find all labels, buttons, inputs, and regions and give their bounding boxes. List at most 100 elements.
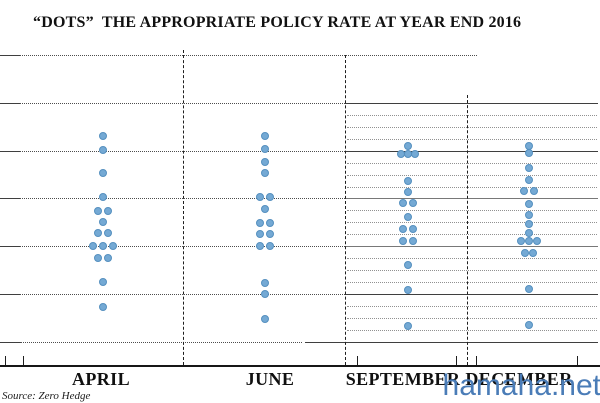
data-dot [525,176,533,184]
data-dot [261,158,269,166]
quarter-gridline [347,258,597,259]
column-label-june: JUNE [245,369,295,389]
data-dot [99,193,107,201]
watermark: hamaha.net [442,369,600,402]
data-dot [525,237,533,245]
quarter-gridline [347,270,597,271]
data-dot [525,211,533,219]
data-dot [256,230,264,238]
data-dot [525,164,533,172]
column-separator [345,55,346,365]
quarter-gridline [347,163,597,164]
major-gridline [20,55,477,56]
x-axis-tick [577,356,578,365]
y-axis-tick-segment [0,342,20,343]
data-dot [404,142,412,150]
quarter-gridline [347,139,597,140]
data-dot [533,237,541,245]
column-separator [183,50,184,365]
data-dot [525,285,533,293]
data-dot [530,187,538,195]
data-dot [404,177,412,185]
data-dot [261,315,269,323]
major-gridline [20,342,302,343]
data-dot [409,237,417,245]
major-gridline-solid [345,198,598,199]
data-dot [404,213,412,221]
data-dot [404,261,412,269]
quarter-gridline [347,127,597,128]
data-dot [89,242,97,250]
x-axis-tick [357,356,358,365]
x-axis-tick [23,356,24,365]
data-dot [266,230,274,238]
data-dot [94,207,102,215]
major-gridline-solid [345,103,598,104]
quarter-gridline [347,210,597,211]
column-separator [467,95,468,365]
data-dot [266,219,274,227]
quarter-gridline [347,115,597,116]
data-dot [266,193,274,201]
column-label-december: DECEMBER [465,369,573,389]
data-dot [525,149,533,157]
data-dot [261,205,269,213]
data-dot [404,322,412,330]
major-gridline-solid [345,294,598,295]
data-dot [256,193,264,201]
major-gridline [20,246,345,247]
data-dot [261,132,269,140]
data-dot [404,188,412,196]
major-gridline [20,103,345,104]
data-dot [99,242,107,250]
data-dot [261,279,269,287]
x-axis-tick [456,356,457,365]
major-gridline-solid [345,151,598,152]
quarter-gridline [347,187,597,188]
x-axis-tick [5,356,6,365]
chart-title: “DOTS” THE APPROPRIATE POLICY RATE AT YE… [33,14,522,31]
y-axis-tick-segment [0,246,20,247]
data-dot [109,242,117,250]
data-dot [399,225,407,233]
quarter-gridline [347,222,597,223]
quarter-gridline [347,330,597,331]
y-axis-tick-segment [0,55,20,56]
data-dot [399,237,407,245]
data-dot [525,200,533,208]
data-dot [525,220,533,228]
quarter-gridline [347,282,597,283]
data-dot [404,286,412,294]
data-dot [399,199,407,207]
data-dot [521,249,529,257]
data-dot [99,278,107,286]
data-dot [104,207,112,215]
x-axis-baseline [0,365,600,367]
data-dot [256,242,264,250]
data-dot [409,199,417,207]
data-dot [94,254,102,262]
quarter-gridline [347,318,597,319]
data-dot [99,303,107,311]
x-axis-tick [476,356,477,365]
data-dot [520,187,528,195]
data-dot [266,242,274,250]
data-dot [529,249,537,257]
source-credit: Source: Zero Hedge [2,390,91,402]
data-dot [261,169,269,177]
major-gridline [20,198,345,199]
major-gridline-solid [305,342,598,343]
data-dot [99,132,107,140]
data-dot [411,150,419,158]
column-label-april: APRIL [71,369,131,389]
data-dot [99,146,107,154]
data-dot [261,145,269,153]
y-axis-tick-segment [0,294,20,295]
data-dot [104,229,112,237]
data-dot [99,169,107,177]
major-gridline [20,294,345,295]
data-dot [99,218,107,226]
data-dot [94,229,102,237]
